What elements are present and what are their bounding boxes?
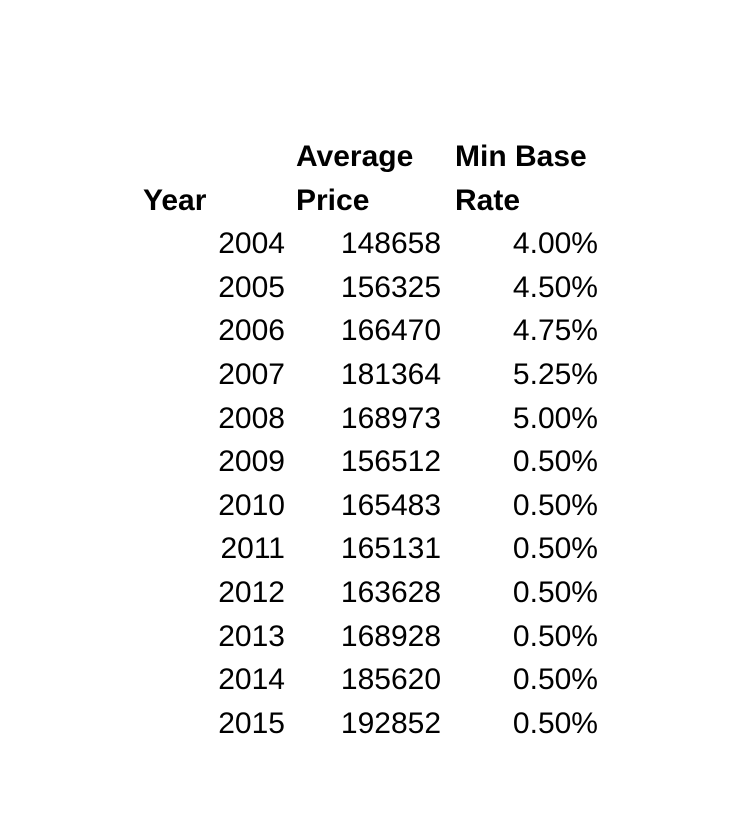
table-row: 2012 163628 0.50% bbox=[143, 571, 598, 615]
average-price-header-line1: Average bbox=[296, 140, 414, 173]
average-price-cell: 181364 bbox=[340, 357, 441, 391]
year-cell: 2010 bbox=[218, 488, 285, 522]
year-cell: 2005 bbox=[218, 270, 285, 304]
year-cell: 2008 bbox=[218, 401, 285, 435]
year-cell: 2011 bbox=[220, 532, 285, 566]
min-base-rate-cell: 0.50% bbox=[512, 445, 598, 479]
min-base-rate-cell: 0.50% bbox=[512, 663, 598, 697]
year-cell: 2004 bbox=[218, 227, 285, 261]
table-row: 2015 192852 0.50% bbox=[143, 702, 598, 746]
year-cell: 2012 bbox=[218, 575, 285, 609]
average-price-header-line2: Price bbox=[296, 183, 370, 217]
header-row: Year Average Price Min Base Rate bbox=[143, 135, 598, 222]
table-row: 2014 185620 0.50% bbox=[143, 658, 598, 702]
average-price-cell: 165131 bbox=[340, 532, 441, 566]
average-price-cell: 168928 bbox=[340, 619, 441, 653]
table-row: 2007 181364 5.25% bbox=[143, 353, 598, 397]
table-row: 2009 156512 0.50% bbox=[143, 440, 598, 484]
min-base-rate-header-line1: Min Base bbox=[455, 140, 587, 173]
min-base-rate-cell: 4.50% bbox=[512, 270, 598, 304]
min-base-rate-cell: 0.50% bbox=[512, 706, 598, 740]
min-base-rate-cell: 4.00% bbox=[512, 227, 598, 261]
min-base-rate-column-header: Min Base Rate bbox=[441, 135, 598, 222]
average-price-cell: 163628 bbox=[340, 575, 441, 609]
min-base-rate-cell: 0.50% bbox=[512, 488, 598, 522]
table-header: Year Average Price Min Base Rate bbox=[143, 135, 598, 222]
average-price-cell: 166470 bbox=[340, 314, 441, 348]
average-price-cell: 185620 bbox=[340, 663, 441, 697]
average-price-cell: 165483 bbox=[340, 488, 441, 522]
table-row: 2004 148658 4.00% bbox=[143, 222, 598, 266]
average-price-cell: 156325 bbox=[340, 270, 441, 304]
year-column-header: Year bbox=[143, 135, 285, 222]
year-header-label: Year bbox=[143, 183, 207, 217]
table-row: 2010 165483 0.50% bbox=[143, 484, 598, 528]
year-cell: 2006 bbox=[218, 314, 285, 348]
average-price-cell: 148658 bbox=[340, 227, 441, 261]
year-cell: 2009 bbox=[218, 445, 285, 479]
table-row: 2011 165131 0.50% bbox=[143, 527, 598, 571]
year-cell: 2007 bbox=[218, 357, 285, 391]
table-body: 2004 148658 4.00% 2005 156325 4.50% 2006 166470… bbox=[143, 222, 598, 745]
year-cell: 2015 bbox=[218, 706, 285, 740]
min-base-rate-header-line2: Rate bbox=[455, 183, 521, 217]
year-cell: 2013 bbox=[218, 619, 285, 653]
min-base-rate-cell: 0.50% bbox=[512, 532, 598, 566]
min-base-rate-cell: 4.75% bbox=[512, 314, 598, 348]
table-row: 2008 168973 5.00% bbox=[143, 397, 598, 441]
min-base-rate-cell: 5.00% bbox=[512, 401, 598, 435]
average-price-column-header: Average Price bbox=[285, 135, 441, 222]
min-base-rate-cell: 0.50% bbox=[512, 619, 598, 653]
min-base-rate-cell: 5.25% bbox=[512, 357, 598, 391]
min-base-rate-cell: 0.50% bbox=[512, 575, 598, 609]
data-table: Year Average Price Min Base Rate 2004 148… bbox=[143, 135, 598, 745]
table-row: 2006 166470 4.75% bbox=[143, 309, 598, 353]
table-row: 2013 168928 0.50% bbox=[143, 615, 598, 659]
year-cell: 2014 bbox=[218, 663, 285, 697]
average-price-cell: 192852 bbox=[340, 706, 441, 740]
table-row: 2005 156325 4.50% bbox=[143, 266, 598, 310]
average-price-cell: 168973 bbox=[340, 401, 441, 435]
average-price-cell: 156512 bbox=[340, 445, 441, 479]
